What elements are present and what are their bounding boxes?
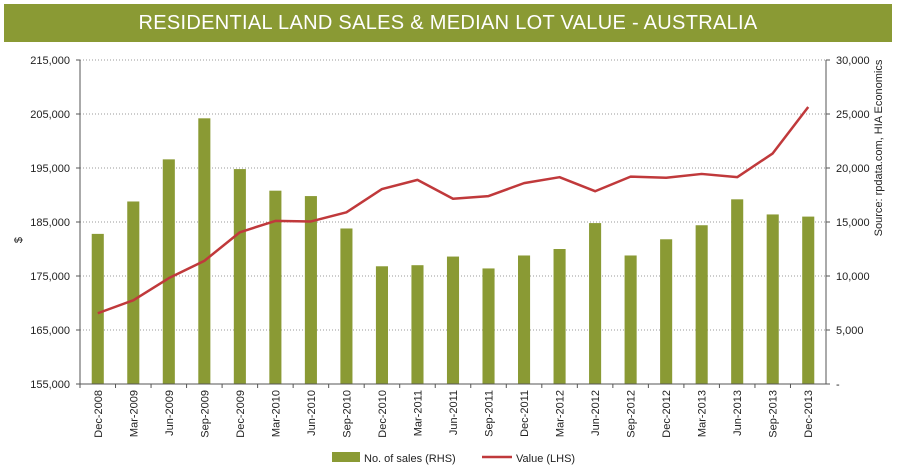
x-tick-label: Mar-2010 bbox=[270, 390, 282, 437]
x-tick-label: Mar-2009 bbox=[128, 390, 140, 437]
bar-Dec-2013 bbox=[802, 216, 815, 384]
bar-Jun-2011 bbox=[446, 256, 460, 384]
source-note: Source: rpdata.com, HIA Economics bbox=[873, 59, 885, 236]
x-tick-label: Dec-2010 bbox=[377, 390, 389, 438]
bar-Jun-2013 bbox=[731, 199, 744, 384]
right-tick-label: - bbox=[836, 379, 840, 391]
x-tick-label: Jun-2009 bbox=[164, 390, 176, 436]
x-tick-label: Sep-2011 bbox=[484, 390, 496, 437]
bar-Dec-2011 bbox=[518, 255, 531, 384]
right-tick-label: 5,000 bbox=[836, 325, 864, 337]
left-tick-label: 215,000 bbox=[30, 55, 70, 67]
x-tick-label: Jun-2010 bbox=[306, 390, 318, 436]
bar-Mar-2011 bbox=[411, 265, 424, 384]
x-tick-label: Mar-2011 bbox=[412, 390, 424, 436]
legend-line-label: Value (LHS) bbox=[516, 453, 575, 465]
bar-series bbox=[91, 118, 815, 384]
bar-Sep-2010 bbox=[340, 228, 353, 384]
bar-Sep-2009 bbox=[198, 118, 211, 384]
bar-Dec-2012 bbox=[660, 239, 673, 384]
x-tick-label: Dec-2008 bbox=[93, 390, 105, 438]
legend: No. of sales (RHS) Value (LHS) bbox=[332, 452, 575, 465]
x-tick-label: Dec-2009 bbox=[235, 390, 247, 438]
right-tick-label: 20,000 bbox=[836, 163, 870, 175]
x-tick-label: Sep-2013 bbox=[768, 390, 780, 438]
legend-bar-label: No. of sales (RHS) bbox=[364, 453, 456, 465]
x-axis-ticks: Dec-2008 Mar-2009 Jun-2009 Sep-2009 Dec-2009… bbox=[79, 384, 815, 438]
x-tick-label: Mar-2012 bbox=[555, 390, 567, 437]
chart-title: RESIDENTIAL LAND SALES & MEDIAN LOT VALU… bbox=[4, 4, 892, 42]
left-tick-label: 155,000 bbox=[30, 379, 70, 391]
left-tick-label: 195,000 bbox=[30, 163, 70, 175]
x-tick-label: Dec-2011 bbox=[519, 390, 531, 437]
bar-Sep-2011 bbox=[482, 268, 495, 384]
x-tick-label: Dec-2012 bbox=[661, 390, 673, 438]
legend-bar-swatch bbox=[332, 452, 360, 462]
right-tick-label: 10,000 bbox=[836, 271, 870, 283]
left-tick-label: 175,000 bbox=[30, 271, 70, 283]
bar-Sep-2013 bbox=[766, 214, 779, 384]
bar-Dec-2009 bbox=[233, 169, 246, 384]
x-tick-label: Sep-2012 bbox=[626, 390, 638, 438]
x-tick-label: Jun-2011 bbox=[448, 390, 460, 435]
left-tick-label: 205,000 bbox=[30, 109, 70, 121]
bar-Jun-2009 bbox=[162, 159, 175, 384]
line-series bbox=[97, 106, 810, 315]
x-tick-label: Jun-2013 bbox=[732, 390, 744, 436]
left-tick-label: 165,000 bbox=[30, 325, 70, 337]
value-line bbox=[97, 106, 810, 315]
right-tick-label: 15,000 bbox=[836, 217, 870, 229]
x-tick-label: Dec-2013 bbox=[803, 390, 815, 438]
bar-Dec-2008 bbox=[91, 233, 104, 384]
bar-Sep-2012 bbox=[624, 255, 637, 384]
bar-Dec-2010 bbox=[375, 266, 388, 384]
right-tick-label: 25,000 bbox=[836, 109, 870, 121]
x-tick-label: Mar-2013 bbox=[697, 390, 709, 437]
y-axis-label: $ bbox=[13, 237, 25, 243]
bar-Mar-2013 bbox=[695, 225, 708, 384]
x-tick-label: Jun-2012 bbox=[590, 390, 602, 436]
x-tick-label: Sep-2010 bbox=[341, 390, 353, 438]
x-tick-label: Sep-2009 bbox=[199, 390, 211, 438]
bar-Mar-2009 bbox=[127, 201, 140, 384]
bar-Mar-2010 bbox=[269, 190, 282, 384]
left-axis-ticks: 155,000 165,000 175,000 185,000 195,000 205,0… bbox=[30, 55, 80, 391]
bar-Jun-2012 bbox=[589, 223, 602, 384]
bar-Jun-2010 bbox=[304, 196, 317, 384]
right-axis-ticks: - 5,000 10,000 15,000 20,000 25,000 30,000 bbox=[826, 55, 870, 391]
left-tick-label: 185,000 bbox=[30, 217, 70, 229]
bar-Mar-2012 bbox=[553, 249, 566, 384]
right-tick-label: 30,000 bbox=[836, 55, 870, 67]
